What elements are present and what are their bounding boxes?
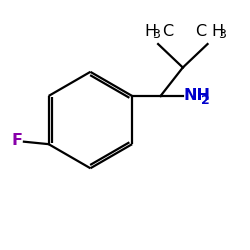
Text: F: F bbox=[12, 133, 23, 148]
Text: 3: 3 bbox=[152, 28, 160, 41]
Text: H: H bbox=[145, 24, 157, 39]
Text: C: C bbox=[195, 24, 206, 39]
Text: H: H bbox=[211, 24, 223, 39]
Text: NH: NH bbox=[184, 88, 211, 103]
Text: 2: 2 bbox=[201, 94, 209, 107]
Text: C: C bbox=[162, 24, 173, 39]
Text: 3: 3 bbox=[218, 28, 226, 41]
